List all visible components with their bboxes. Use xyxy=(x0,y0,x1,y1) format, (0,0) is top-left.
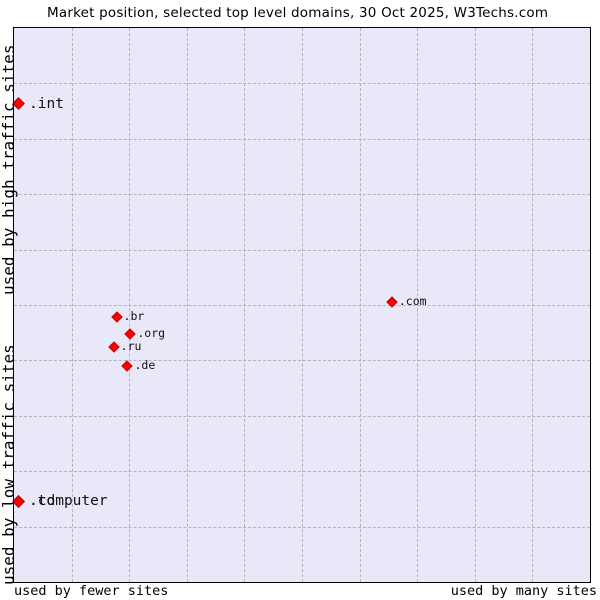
diamond-marker-icon xyxy=(386,296,398,308)
gridline-vertical xyxy=(532,28,534,582)
y-axis-label-low-traffic: used by low traffic sites xyxy=(0,344,18,585)
diamond-marker-icon xyxy=(124,328,137,340)
diamond-marker-icon xyxy=(107,341,120,353)
gridline-horizontal xyxy=(14,471,590,473)
x-axis-label-fewer-sites: used by fewer sites xyxy=(14,583,169,599)
gridline-vertical xyxy=(417,28,419,582)
x-axis-label-many-sites: used by many sites xyxy=(450,583,597,599)
data-point-label: .de xyxy=(134,358,156,373)
diamond-marker-icon xyxy=(121,360,134,373)
data-point-label: .br xyxy=(123,309,145,324)
data-point-label: .org xyxy=(137,325,166,340)
gridline-vertical xyxy=(474,28,476,582)
diamond-marker-icon xyxy=(110,311,123,323)
plot-area: .int .com .br .org .ru .de .td .computer xyxy=(13,27,591,583)
gridline-horizontal xyxy=(14,305,590,306)
gridline-horizontal xyxy=(14,360,590,362)
data-point-label: .computer xyxy=(29,493,108,510)
data-point-label: .td xyxy=(29,493,56,510)
data-point-label: .ru xyxy=(120,339,142,354)
data-point-label: .com xyxy=(398,294,427,309)
gridline-horizontal xyxy=(14,415,590,417)
gridline-vertical xyxy=(359,28,361,582)
gridline-horizontal xyxy=(14,526,590,528)
data-point-label: .int xyxy=(29,95,64,112)
y-axis-label-high-traffic: used by high traffic sites xyxy=(0,44,18,295)
chart-title: Market position, selected top level doma… xyxy=(47,5,549,21)
